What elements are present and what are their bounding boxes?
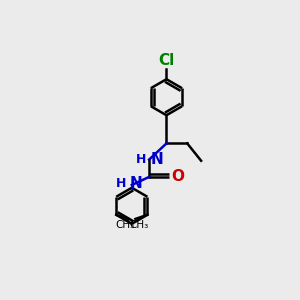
Text: Cl: Cl xyxy=(158,53,175,68)
Text: N: N xyxy=(150,152,163,166)
Text: CH₃: CH₃ xyxy=(115,220,134,230)
Text: CH₃: CH₃ xyxy=(129,220,148,230)
Text: H: H xyxy=(136,153,146,166)
Text: H: H xyxy=(116,177,126,190)
Text: O: O xyxy=(171,169,184,184)
Text: N: N xyxy=(130,176,142,190)
